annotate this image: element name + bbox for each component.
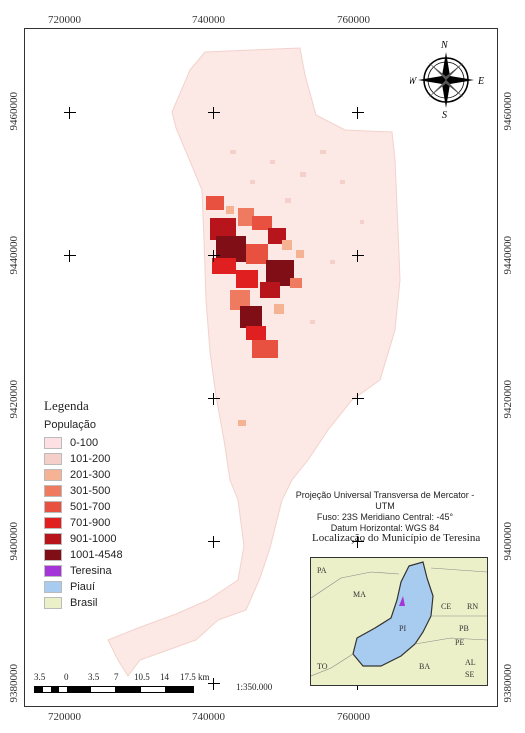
inset-label: PI (399, 624, 407, 633)
legend-title: Legenda (44, 398, 89, 413)
location-inset-map: PA MA PI CE RN PB PE TO BA AL SE (310, 557, 488, 686)
grid-cross (64, 250, 76, 262)
compass-rose-icon: N S E W (410, 40, 484, 120)
x-tick-label: 720000 (48, 14, 81, 26)
legend-swatch (44, 501, 62, 513)
location-title: Localização do Município de Teresina (312, 532, 481, 544)
legend-swatch (44, 437, 62, 449)
scale-bar: 3.5 0 3.5 7 10.5 14 17.5 km (34, 672, 234, 702)
scale-ratio: 1:350.000 (236, 682, 273, 692)
legend-subtitle: População (44, 419, 96, 431)
grid-cross (208, 678, 220, 690)
legend-swatch (44, 453, 62, 465)
legend-item: Teresina (44, 565, 112, 577)
svg-text:N: N (440, 40, 449, 51)
grid-cross (352, 393, 364, 405)
x-tick-label: 760000 (337, 711, 370, 723)
inset-label: SE (465, 670, 475, 679)
grid-cross (208, 250, 220, 262)
rural-density-dots (230, 150, 364, 324)
inset-label: PE (455, 638, 465, 647)
urban-density-cluster (206, 196, 304, 426)
grid-cross (64, 107, 76, 119)
grid-cross (352, 107, 364, 119)
inset-label: BA (419, 662, 431, 671)
municipality-area (107, 47, 401, 677)
legend-item: 0-100 (44, 437, 98, 449)
legend-item: 101-200 (44, 453, 110, 465)
legend-item: 201-300 (44, 469, 110, 481)
legend-swatch (44, 549, 62, 561)
inset-label: TO (317, 662, 328, 671)
legend-item: Brasil (44, 597, 98, 609)
legend-swatch (44, 517, 62, 529)
legend-item: 301-500 (44, 485, 110, 497)
grid-cross (208, 107, 220, 119)
legend-swatch (44, 469, 62, 481)
legend-swatch (44, 597, 62, 609)
inset-label: CE (441, 602, 452, 611)
grid-cross (208, 536, 220, 548)
inset-label: RN (467, 602, 479, 611)
inset-label: PB (459, 624, 469, 633)
inset-label: AL (465, 658, 476, 667)
svg-text:S: S (442, 110, 447, 120)
x-tick-label: 720000 (48, 711, 81, 723)
legend-item: 701-900 (44, 517, 110, 529)
svg-text:E: E (477, 76, 484, 87)
legend-item: 901-1000 (44, 533, 117, 545)
x-tick-label: 740000 (192, 711, 225, 723)
grid-cross (208, 393, 220, 405)
legend-item: 1001-4548 (44, 549, 123, 561)
legend-swatch (44, 581, 62, 593)
grid-cross (352, 250, 364, 262)
inset-label: MA (353, 590, 366, 599)
projection-info: Projeção Universal Transversa de Mercato… (295, 490, 475, 533)
grid-cross (352, 536, 364, 548)
legend-swatch (44, 565, 62, 577)
svg-text:W: W (410, 76, 418, 87)
inset-label: PA (317, 566, 327, 575)
legend-item: Piauí (44, 581, 95, 593)
legend-item: 501-700 (44, 501, 110, 513)
x-tick-label: 740000 (192, 14, 225, 26)
legend-swatch (44, 485, 62, 497)
x-tick-label: 760000 (337, 14, 370, 26)
legend-swatch (44, 533, 62, 545)
